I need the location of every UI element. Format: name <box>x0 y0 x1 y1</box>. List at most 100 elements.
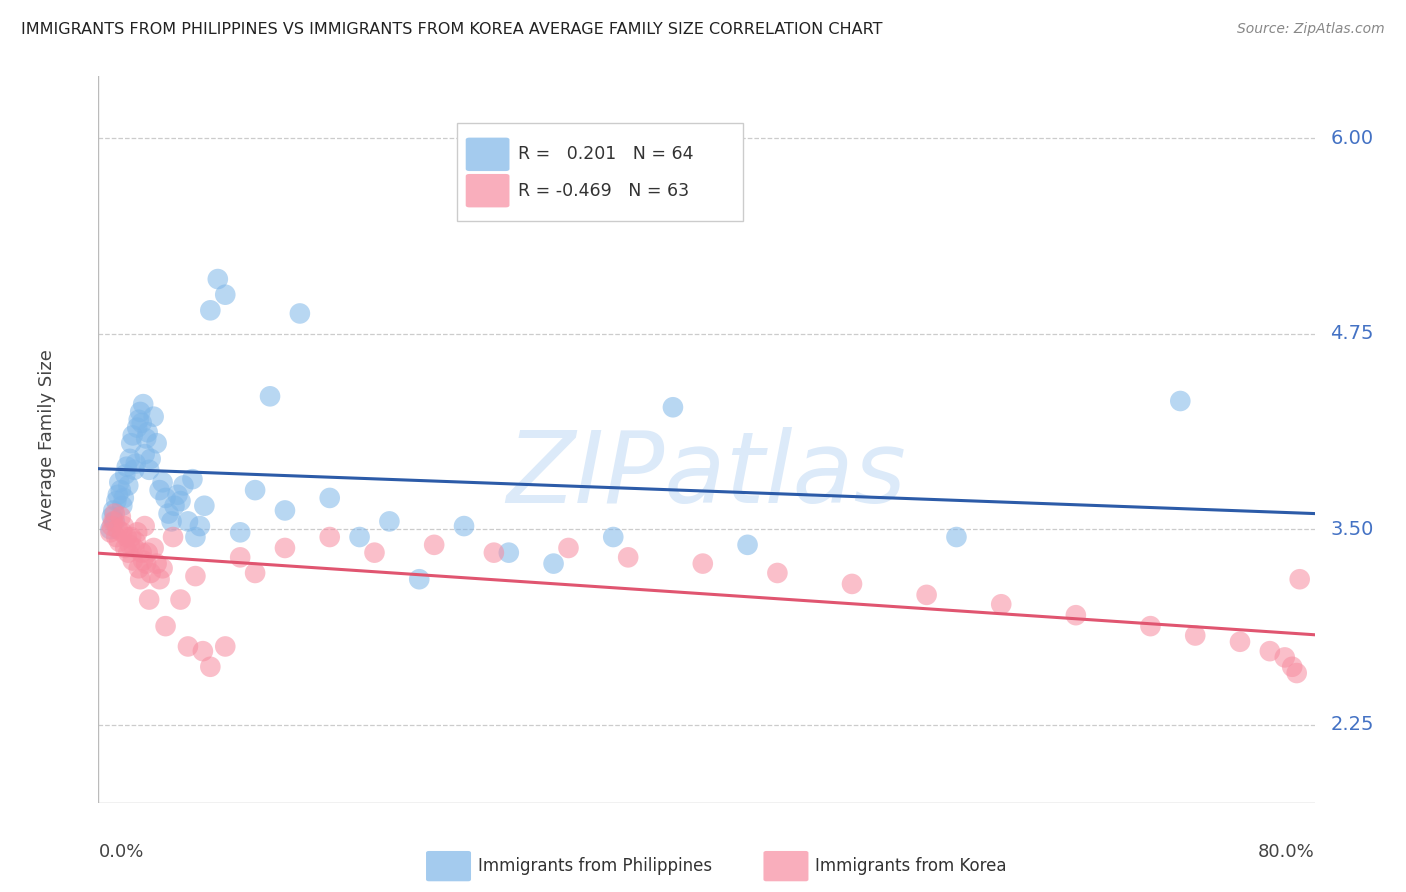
Point <box>98 525 121 540</box>
Text: R =   0.201   N = 64: R = 0.201 N = 64 <box>517 145 693 163</box>
Point <box>169 494 191 508</box>
Point <box>101 519 124 533</box>
Point <box>408 572 430 586</box>
Point <box>1288 572 1310 586</box>
Point <box>142 541 165 555</box>
Text: 2.25: 2.25 <box>1330 715 1374 734</box>
Point <box>125 457 148 471</box>
Point <box>766 566 789 580</box>
Point <box>142 409 165 424</box>
Point <box>200 303 222 318</box>
Point <box>117 546 139 560</box>
Point <box>149 483 172 497</box>
Point <box>990 597 1012 611</box>
Point <box>135 432 157 446</box>
Point <box>138 463 160 477</box>
Point <box>172 478 194 492</box>
FancyBboxPatch shape <box>457 123 742 221</box>
Point <box>114 541 136 555</box>
Point <box>138 592 160 607</box>
Point <box>136 425 159 440</box>
Point <box>115 459 138 474</box>
Point <box>155 491 177 505</box>
Point <box>108 534 131 549</box>
Point <box>166 488 188 502</box>
Text: Average Family Size: Average Family Size <box>38 349 56 530</box>
Point <box>120 436 142 450</box>
Point <box>1281 660 1303 674</box>
Point <box>122 541 145 555</box>
Text: 80.0%: 80.0% <box>1258 843 1315 861</box>
Point <box>915 588 938 602</box>
Point <box>184 569 207 583</box>
Point <box>498 546 520 560</box>
Point <box>191 644 214 658</box>
Point <box>423 538 446 552</box>
Point <box>121 428 143 442</box>
Point <box>557 541 579 555</box>
Point <box>136 546 159 560</box>
Point <box>131 546 153 560</box>
Point <box>135 557 157 571</box>
Point <box>841 577 863 591</box>
Point <box>243 566 266 580</box>
Point <box>120 530 142 544</box>
Point <box>177 515 200 529</box>
Point <box>378 515 401 529</box>
Point <box>1064 608 1087 623</box>
Point <box>229 525 252 540</box>
Point <box>163 499 186 513</box>
Point <box>200 660 222 674</box>
Point <box>98 522 121 536</box>
Text: Source: ZipAtlas.com: Source: ZipAtlas.com <box>1237 22 1385 37</box>
Point <box>131 416 153 430</box>
Point <box>121 553 143 567</box>
Text: 3.50: 3.50 <box>1330 520 1374 539</box>
Point <box>319 530 342 544</box>
Point <box>139 451 162 466</box>
Point <box>104 507 127 521</box>
Point <box>132 553 155 567</box>
Text: IMMIGRANTS FROM PHILIPPINES VS IMMIGRANTS FROM KOREA AVERAGE FAMILY SIZE CORRELA: IMMIGRANTS FROM PHILIPPINES VS IMMIGRANT… <box>21 22 883 37</box>
Point <box>243 483 266 497</box>
Point <box>1258 644 1281 658</box>
Point <box>132 397 155 411</box>
Point <box>188 519 211 533</box>
Point <box>1139 619 1161 633</box>
Point <box>662 401 685 415</box>
Point <box>125 534 148 549</box>
Point <box>115 530 138 544</box>
Point <box>101 509 124 524</box>
Point <box>692 557 714 571</box>
Point <box>127 525 149 540</box>
Point <box>112 491 135 505</box>
Point <box>145 557 167 571</box>
Point <box>319 491 342 505</box>
Point <box>104 515 127 529</box>
Point <box>114 467 136 482</box>
Point <box>111 525 134 540</box>
Text: Immigrants from Philippines: Immigrants from Philippines <box>478 857 713 875</box>
Point <box>149 572 172 586</box>
Point <box>543 557 565 571</box>
Point <box>122 463 145 477</box>
Point <box>129 405 152 419</box>
Point <box>107 522 129 536</box>
Point <box>110 483 132 497</box>
Point <box>157 507 180 521</box>
Point <box>349 530 371 544</box>
Point <box>108 475 131 490</box>
Point <box>111 499 134 513</box>
Point <box>118 538 141 552</box>
Point <box>105 530 128 544</box>
Point <box>152 561 174 575</box>
Point <box>617 550 640 565</box>
Point <box>129 572 152 586</box>
Point <box>117 478 139 492</box>
Text: Immigrants from Korea: Immigrants from Korea <box>815 857 1007 875</box>
Point <box>363 546 385 560</box>
Point <box>1285 666 1308 681</box>
Point <box>112 519 135 533</box>
Point <box>107 488 129 502</box>
Text: 4.75: 4.75 <box>1330 325 1374 343</box>
